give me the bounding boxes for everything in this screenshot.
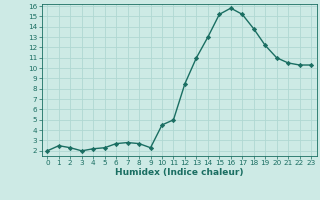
X-axis label: Humidex (Indice chaleur): Humidex (Indice chaleur) xyxy=(115,168,244,177)
